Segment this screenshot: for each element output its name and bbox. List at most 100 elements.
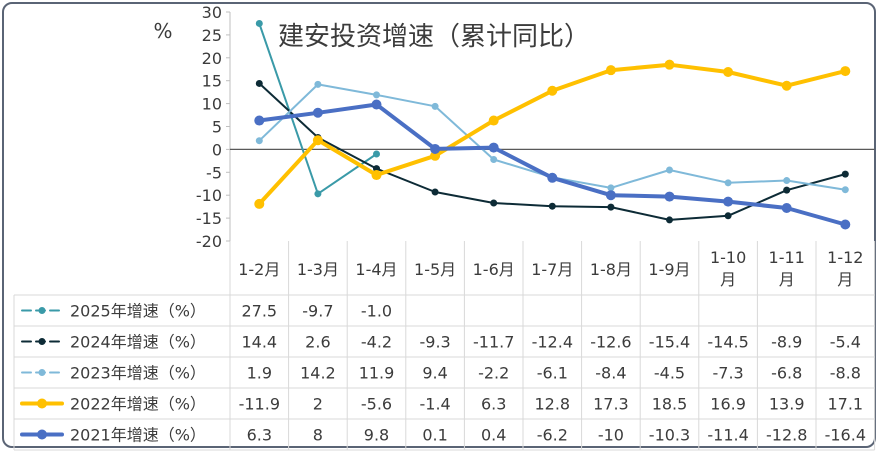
data-point — [841, 186, 849, 194]
data-point — [666, 216, 673, 224]
data-point — [255, 19, 263, 27]
table-cell-value: -9.7 — [302, 302, 333, 321]
data-point — [548, 202, 556, 210]
category-label: 月 — [837, 270, 853, 289]
table-cell-value: -6.8 — [771, 364, 802, 383]
table-cell-value: 2 — [313, 395, 323, 414]
legend-series-name: 2022年增速（%） — [70, 395, 206, 414]
category-label: 1-12 — [827, 248, 863, 267]
legend-key-marker — [38, 307, 46, 314]
table-cell-value: -6.1 — [537, 364, 568, 383]
data-point — [490, 199, 498, 207]
category-label: 1-8月 — [590, 260, 632, 279]
legend-key-marker — [37, 429, 47, 440]
table-cell-value: -8.8 — [830, 364, 861, 383]
data-point — [373, 150, 380, 158]
series-1 — [255, 79, 849, 224]
table-grid — [13, 241, 876, 451]
table-cell-value: 0.1 — [422, 426, 447, 445]
data-point — [666, 166, 673, 174]
category-label: 1-9月 — [648, 260, 690, 279]
data-point — [605, 190, 616, 201]
series-line — [258, 82, 847, 221]
y-tick-label: 30 — [202, 3, 222, 22]
data-point — [607, 203, 615, 211]
table-cell-value: -1.0 — [361, 302, 392, 321]
y-axis: 30 25 20 15 10 5 0 -5 -10 -15 -20 — [196, 3, 231, 251]
series-line — [257, 62, 848, 206]
data-point — [783, 186, 791, 194]
table-cell-value: 12.8 — [534, 395, 570, 414]
table-cell-value: 9.8 — [364, 426, 389, 445]
table-cell-value: 11.9 — [359, 364, 395, 383]
data-point — [724, 179, 732, 187]
table-cell-value: -10.3 — [649, 426, 690, 445]
data-point — [254, 198, 265, 209]
category-label: 1-3月 — [297, 260, 339, 279]
y-tick-label: 10 — [202, 95, 222, 114]
table-cell-value: 1.9 — [247, 364, 272, 383]
table-cell-value: 2.6 — [305, 333, 330, 352]
table-cell-value: -5.4 — [830, 333, 861, 352]
y-tick-label: 15 — [202, 72, 222, 91]
y-tick-label: -20 — [196, 232, 222, 251]
data-point — [430, 150, 441, 161]
table-cell-value: -4.2 — [361, 333, 392, 352]
table-cell-value: 17.3 — [593, 395, 629, 414]
data-point — [431, 102, 439, 110]
table-cell-value: -4.5 — [654, 364, 685, 383]
data-point — [430, 143, 441, 154]
table-cell-value: 9.4 — [422, 364, 447, 383]
data-point — [371, 170, 382, 181]
table-cell-value: -14.5 — [707, 333, 748, 352]
table-cell-value: -10 — [598, 426, 624, 445]
data-point — [724, 212, 732, 220]
table-cell-value: -8.4 — [595, 364, 626, 383]
data-point — [255, 79, 263, 87]
category-label: 1-4月 — [355, 260, 397, 279]
table-cell-value: 27.5 — [241, 302, 277, 321]
table-cell-value: -11.4 — [707, 426, 748, 445]
data-point — [488, 115, 499, 126]
data-point — [371, 99, 382, 110]
table-cell-value: -16.4 — [825, 426, 866, 445]
category-label: 1-2月 — [238, 260, 280, 279]
legend-key-marker — [38, 369, 46, 376]
data-point — [255, 137, 263, 145]
y-tick-label: -15 — [196, 209, 222, 228]
category-label: 1-5月 — [414, 260, 456, 279]
data-point — [841, 170, 849, 178]
data-point — [607, 184, 615, 192]
data-point — [431, 188, 439, 196]
legend-series-name: 2023年增速（%） — [70, 364, 206, 383]
y-tick-label: -5 — [206, 163, 222, 182]
table-cell-value: 18.5 — [652, 395, 688, 414]
data-point — [840, 219, 851, 230]
table-cell-value: -8.9 — [771, 333, 802, 352]
table-cell-value: 0.4 — [481, 426, 506, 445]
series-group — [254, 19, 851, 230]
legend-key-marker — [37, 398, 47, 409]
y-tick-label: 20 — [202, 49, 222, 68]
category-label: 月 — [720, 270, 736, 289]
table-cell-value: 6.3 — [247, 426, 272, 445]
table-cell-value: 14.4 — [241, 333, 277, 352]
category-label: 1-7月 — [531, 260, 573, 279]
y-tick-label: 25 — [202, 26, 222, 45]
y-axis-unit-label: % — [153, 19, 172, 43]
category-labels: 1-2月 1-3月 1-4月 1-5月 1-6月 1-7月 1-8月 1-9月 1-10 月 1-1… — [238, 248, 863, 289]
data-point — [312, 107, 323, 118]
data-point — [781, 203, 792, 214]
table-cell-value: 13.9 — [769, 395, 805, 414]
table-cell-value: -12.4 — [532, 333, 573, 352]
category-label: 1-10 — [710, 248, 746, 267]
data-point — [312, 135, 323, 146]
table-row: 2025年增速（%） 27.5 -9.7 -1.0 — [21, 302, 392, 321]
table-cell-value: -2.2 — [478, 364, 509, 383]
y-tick-label: -10 — [196, 186, 222, 205]
table-cell-value: 6.3 — [481, 395, 506, 414]
data-point — [254, 115, 265, 126]
data-point — [783, 177, 791, 185]
table-cell-value: -6.2 — [537, 426, 568, 445]
